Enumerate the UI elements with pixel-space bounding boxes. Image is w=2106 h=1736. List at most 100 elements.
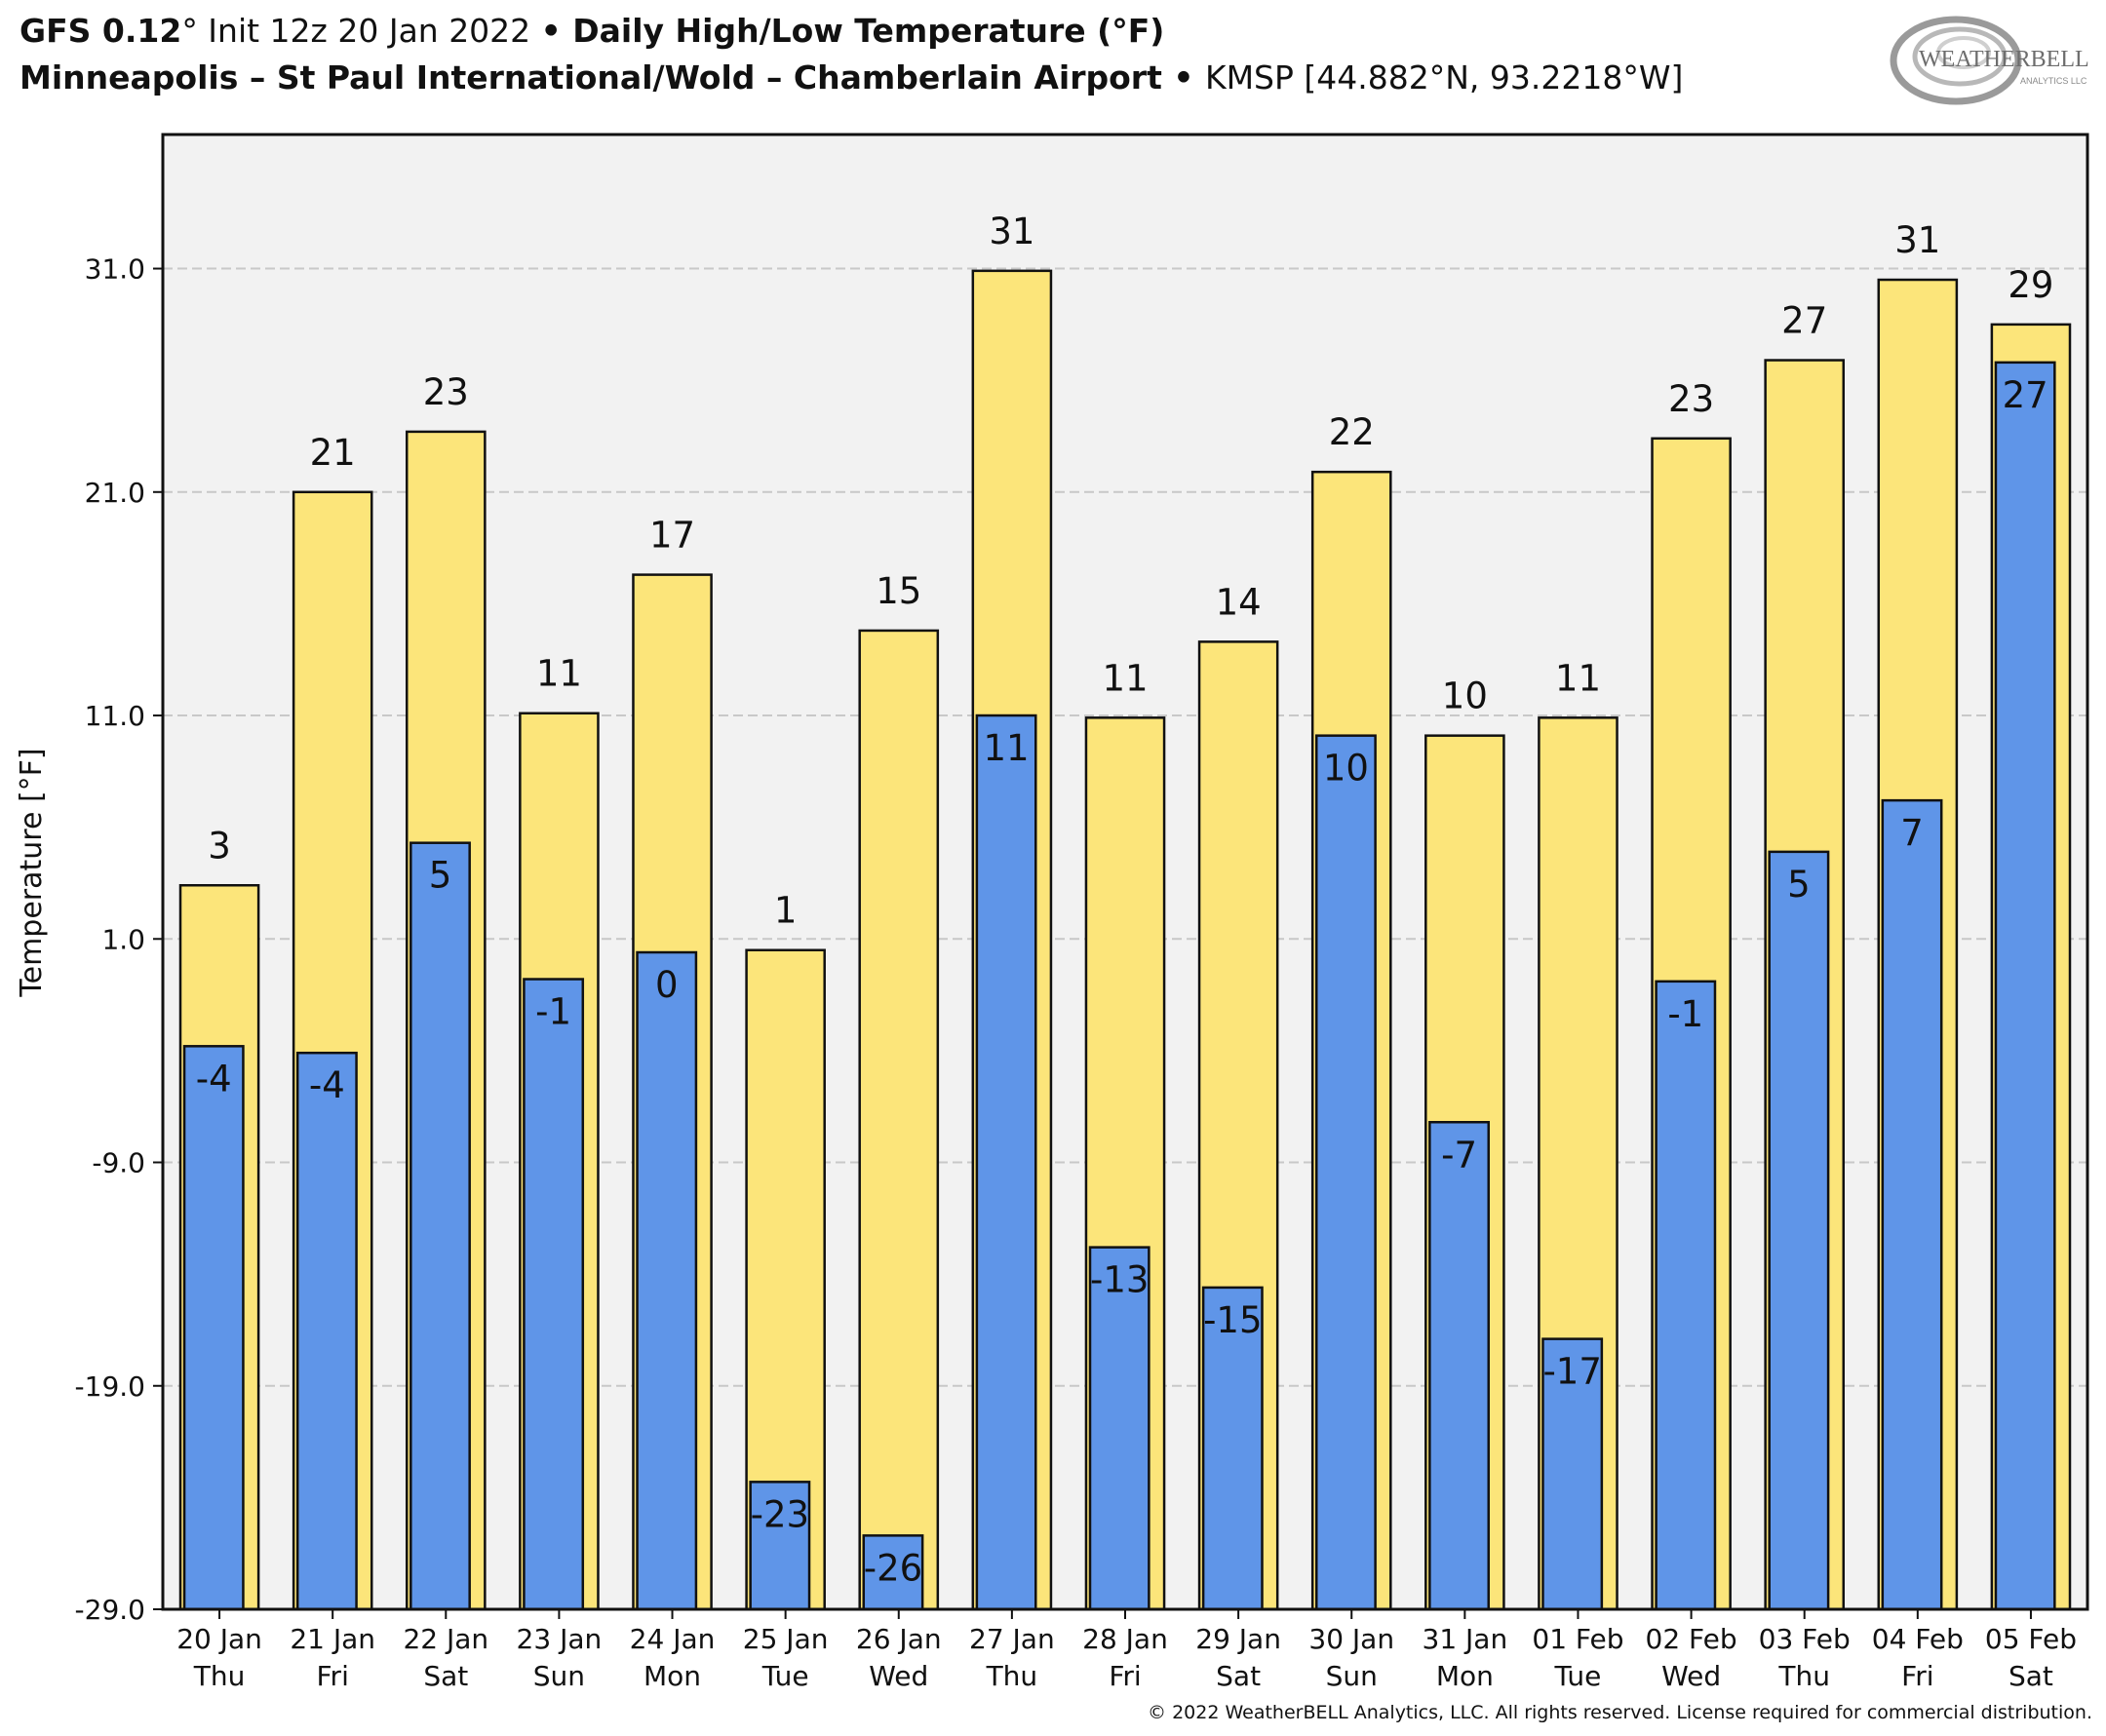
station-name: Minneapolis – St Paul International/Wold… bbox=[20, 58, 1162, 96]
title-line-2: Minneapolis – St Paul International/Wold… bbox=[20, 55, 1872, 101]
low-temp-label: 27 bbox=[2003, 374, 2048, 416]
x-tick-label-day: Thu bbox=[193, 1660, 246, 1692]
x-tick-label-date: 05 Feb bbox=[1985, 1623, 2077, 1655]
high-temp-label: 11 bbox=[1555, 657, 1601, 699]
low-temp-bar bbox=[749, 1481, 811, 1611]
low-temp-bar bbox=[975, 714, 1037, 1611]
x-tick-label-day: Fri bbox=[316, 1660, 348, 1692]
y-tick-label: 31.0 bbox=[85, 253, 145, 286]
station-id: KMSP [44.882°N, 93.2218°W] bbox=[1204, 58, 1684, 96]
high-temp-label: 31 bbox=[989, 211, 1034, 252]
logo-text: WEATHERBELL bbox=[1919, 47, 2089, 72]
low-temp-label: -13 bbox=[1090, 1259, 1149, 1301]
x-tick-label-date: 03 Feb bbox=[1759, 1623, 1851, 1655]
x-tick-label-date: 04 Feb bbox=[1872, 1623, 1964, 1655]
low-temp-bar bbox=[636, 950, 698, 1611]
high-temp-label: 23 bbox=[1668, 378, 1714, 420]
init-time: Init 12z 20 Jan 2022 bbox=[197, 12, 541, 50]
y-tick-label: -19.0 bbox=[75, 1370, 145, 1403]
title-bullet: • bbox=[540, 12, 562, 50]
x-tick-label-date: 26 Jan bbox=[856, 1623, 942, 1655]
low-temp-label: -15 bbox=[1203, 1299, 1262, 1341]
x-tick-label-date: 01 Feb bbox=[1532, 1623, 1623, 1655]
high-temp-label: 22 bbox=[1329, 411, 1375, 453]
low-temp-label: -7 bbox=[1441, 1134, 1477, 1176]
high-temp-label: 21 bbox=[310, 432, 356, 474]
high-temp-label: 17 bbox=[649, 515, 695, 557]
low-temp-label: 7 bbox=[1900, 812, 1924, 854]
high-temp-label: 11 bbox=[536, 653, 582, 695]
low-temp-bar bbox=[1768, 850, 1830, 1611]
x-tick-label-date: 22 Jan bbox=[403, 1623, 488, 1655]
low-temp-label: -1 bbox=[1667, 993, 1703, 1035]
x-tick-label-date: 31 Jan bbox=[1423, 1623, 1508, 1655]
low-temp-label: 5 bbox=[1787, 864, 1811, 906]
low-temp-bar bbox=[295, 1051, 358, 1611]
title-line-1: GFS 0.12° Init 12z 20 Jan 2022 • Daily H… bbox=[20, 8, 1872, 55]
x-tick-label-day: Sat bbox=[2008, 1660, 2053, 1692]
low-temp-bar bbox=[1201, 1286, 1264, 1611]
y-tick-label: -29.0 bbox=[75, 1594, 145, 1626]
low-temp-label: 0 bbox=[655, 964, 679, 1006]
high-temp-label: 31 bbox=[1894, 219, 1940, 261]
model-name: GFS 0.12 bbox=[20, 12, 182, 50]
x-tick-label-date: 29 Jan bbox=[1195, 1623, 1281, 1655]
low-temp-label: -26 bbox=[864, 1547, 922, 1589]
low-temp-label: -1 bbox=[535, 991, 571, 1033]
low-temp-label: -23 bbox=[751, 1493, 809, 1535]
high-temp-label: 15 bbox=[876, 570, 921, 612]
high-temp-label: 27 bbox=[1781, 300, 1827, 342]
x-tick-label-day: Sun bbox=[1326, 1660, 1378, 1692]
x-tick-label-date: 23 Jan bbox=[517, 1623, 603, 1655]
high-temp-label: 14 bbox=[1216, 581, 1262, 623]
copyright-notice: © 2022 WeatherBELL Analytics, LLC. All r… bbox=[1148, 1702, 2092, 1723]
high-temp-label: 29 bbox=[2008, 264, 2053, 306]
high-temp-label: 3 bbox=[208, 825, 231, 867]
x-tick-label-day: Tue bbox=[1554, 1660, 1602, 1692]
low-temp-bar bbox=[1655, 980, 1717, 1611]
low-temp-bar bbox=[1881, 798, 1943, 1611]
x-tick-label-day: Tue bbox=[761, 1660, 809, 1692]
x-tick-label-day: Mon bbox=[644, 1660, 701, 1692]
high-temp-label: 11 bbox=[1102, 657, 1148, 699]
x-tick-label-day: Sat bbox=[1216, 1660, 1261, 1692]
x-tick-label-day: Sun bbox=[533, 1660, 585, 1692]
x-tick-label-day: Thu bbox=[986, 1660, 1038, 1692]
y-tick-label: 21.0 bbox=[85, 477, 145, 509]
y-axis: -29.0 -19.0 -9.0 1.0 11.0 21.0 31.0 bbox=[75, 253, 163, 1626]
x-tick-label-day: Fri bbox=[1109, 1660, 1141, 1692]
y-tick-label: -9.0 bbox=[92, 1147, 145, 1179]
x-tick-label-date: 28 Jan bbox=[1082, 1623, 1168, 1655]
high-temp-label: 23 bbox=[423, 371, 469, 413]
logo-subtext: ANALYTICS LLC bbox=[2020, 76, 2087, 86]
low-temp-bar bbox=[1994, 361, 2056, 1611]
weatherbell-logo: WEATHERBELL ANALYTICS LLC bbox=[1890, 16, 2089, 105]
x-tick-label-date: 27 Jan bbox=[969, 1623, 1055, 1655]
low-temp-bar bbox=[410, 841, 471, 1611]
x-tick-label-day: Sat bbox=[423, 1660, 468, 1692]
y-axis-label: Temperature [°F] bbox=[15, 748, 49, 997]
x-tick-label-date: 21 Jan bbox=[290, 1623, 375, 1655]
x-tick-label-day: Thu bbox=[1777, 1660, 1830, 1692]
low-temp-label: -4 bbox=[196, 1058, 232, 1099]
low-temp-bar bbox=[523, 978, 585, 1611]
station-bullet: • bbox=[1161, 58, 1205, 96]
low-temp-bar bbox=[1541, 1337, 1604, 1611]
x-tick-label-day: Wed bbox=[869, 1660, 928, 1692]
low-temp-label: -4 bbox=[309, 1064, 345, 1106]
low-temp-bar bbox=[1428, 1121, 1490, 1611]
swirl-logo-icon bbox=[1890, 16, 2022, 105]
x-tick-label-date: 02 Feb bbox=[1646, 1623, 1737, 1655]
x-tick-label-date: 25 Jan bbox=[743, 1623, 829, 1655]
low-temp-bar bbox=[1088, 1246, 1150, 1611]
x-axis: 20 Jan Thu 21 Jan Fri 22 Jan Sat 23 Jan Sun 24 J… bbox=[176, 1609, 2077, 1692]
high-temp-label: 1 bbox=[774, 890, 798, 932]
x-tick-label-date: 20 Jan bbox=[176, 1623, 262, 1655]
chart-header: GFS 0.12° Init 12z 20 Jan 2022 • Daily H… bbox=[20, 8, 1872, 101]
x-tick-label-date: 30 Jan bbox=[1308, 1623, 1394, 1655]
low-temp-label: 11 bbox=[984, 727, 1030, 769]
model-degree-symbol: ° bbox=[181, 12, 198, 50]
x-tick-label-date: 24 Jan bbox=[630, 1623, 716, 1655]
low-temp-bar bbox=[1314, 734, 1377, 1611]
